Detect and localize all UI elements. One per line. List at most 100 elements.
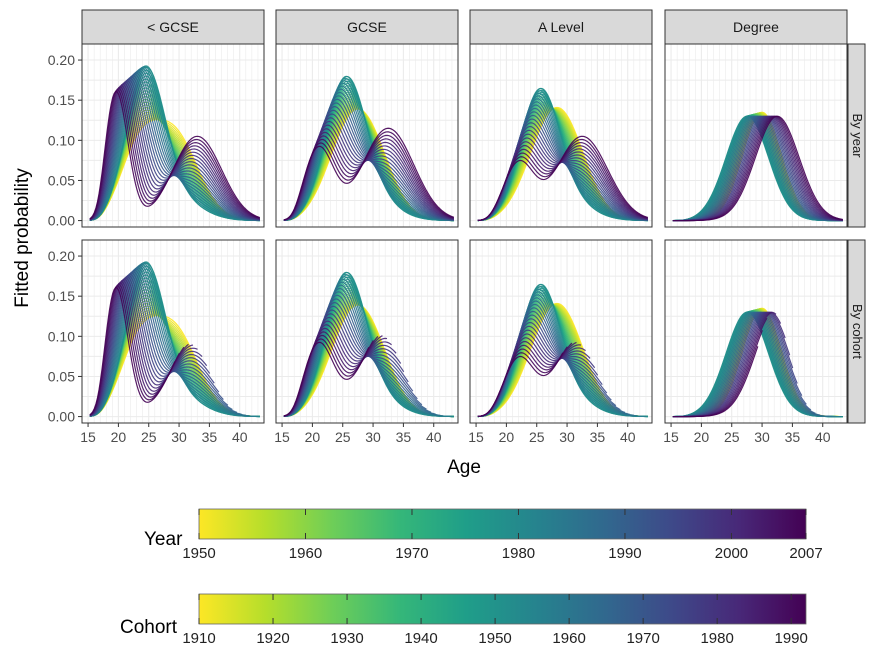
- panel-border: [275, 43, 459, 228]
- colorbar-tick-label: 1980: [502, 545, 535, 562]
- y-tick-label: 0.05: [48, 172, 75, 188]
- fitted-curve: [89, 274, 215, 417]
- curve-family: [672, 111, 843, 222]
- panel-border: [81, 43, 265, 228]
- x-axis-title: Age: [447, 457, 481, 478]
- year-legend-title: Year: [144, 529, 183, 550]
- y-tick-label: 0.20: [48, 248, 75, 264]
- fitted-curve: [672, 346, 759, 418]
- fitted-curve: [89, 286, 176, 416]
- column-strip-label: GCSE: [347, 19, 387, 35]
- fitted-curve: [89, 279, 198, 417]
- curve-family: [89, 261, 260, 418]
- x-tick-label: 20: [305, 429, 321, 445]
- y-tick-label: 0.00: [48, 213, 75, 229]
- panel-border: [469, 43, 653, 228]
- colorbar-tick-label: 1930: [330, 630, 363, 647]
- colorbar-tick-label: 1960: [289, 545, 322, 562]
- fitted-curve: [89, 269, 233, 417]
- colorbar-tick-label: 1990: [775, 630, 808, 647]
- fitted-curve: [89, 267, 242, 417]
- x-tick-label: 15: [663, 429, 679, 445]
- fitted-curve: [89, 277, 208, 417]
- x-tick-label: 25: [724, 429, 740, 445]
- x-tick-label: 35: [590, 429, 606, 445]
- fitted-curve: [89, 81, 260, 221]
- x-tick-label: 30: [559, 429, 575, 445]
- x-tick-label: 25: [141, 429, 157, 445]
- colorbar-tick-label: 1970: [626, 630, 659, 647]
- row-strip-label: By cohort: [850, 304, 865, 359]
- colorbar-tick-label: 1990: [608, 545, 641, 562]
- fitted-curve: [89, 78, 260, 221]
- panel-border: [664, 43, 848, 228]
- colorbar-tick-label: 1920: [256, 630, 289, 647]
- fitted-curve: [672, 115, 843, 222]
- fitted-curve: [89, 262, 259, 418]
- x-tick-label: 35: [785, 429, 801, 445]
- y-tick-label: 0.00: [48, 409, 75, 425]
- panel-border: [81, 239, 265, 424]
- fitted-curve: [89, 273, 220, 417]
- row-strip: [847, 239, 866, 424]
- fitted-curve: [89, 276, 211, 417]
- fitted-curve: [89, 80, 260, 221]
- column-strip-label: A Level: [538, 19, 584, 35]
- y-tick-label: 0.15: [48, 288, 75, 304]
- x-tick-label: 25: [335, 429, 351, 445]
- curve-family: [89, 65, 260, 222]
- fitted-curve: [89, 265, 247, 417]
- x-tick-label: 40: [232, 429, 248, 445]
- colorbar-tick-label: 1950: [182, 545, 215, 562]
- fitted-curve: [477, 135, 648, 221]
- column-strip: [81, 9, 265, 45]
- curve-family: [283, 75, 454, 222]
- x-tick-label: 40: [426, 429, 442, 445]
- curve-family: [283, 271, 454, 418]
- fitted-curve: [283, 341, 370, 417]
- cohort-colorbar: [198, 593, 807, 625]
- y-tick-label: 0.10: [48, 328, 75, 344]
- fitted-curve: [283, 127, 454, 221]
- y-tick-label: 0.05: [48, 368, 75, 384]
- row-strip: [847, 43, 866, 228]
- fitted-curve: [89, 278, 203, 417]
- x-tick-label: 30: [754, 429, 770, 445]
- colorbar-tick-label: 1960: [552, 630, 585, 647]
- x-tick-label: 25: [529, 429, 545, 445]
- x-tick-label: 35: [202, 429, 218, 445]
- year-colorbar-legend: Year 1950 1960 1970 1980 1990 2000 2007: [144, 508, 823, 562]
- panel-border: [469, 239, 653, 424]
- fitted-curve: [89, 263, 254, 417]
- column-strip-label: < GCSE: [147, 19, 199, 35]
- curve-family: [672, 307, 843, 418]
- x-tick-label: 30: [365, 429, 381, 445]
- x-tick-label: 15: [468, 429, 484, 445]
- fitted-curve: [89, 268, 238, 417]
- x-tick-label: 35: [396, 429, 412, 445]
- fitted-curve: [89, 264, 250, 417]
- colorbar-tick-label: 1910: [182, 630, 215, 647]
- fitted-curve: [477, 352, 564, 417]
- x-tick-label: 15: [274, 429, 290, 445]
- row-strip-label: By year: [850, 113, 865, 158]
- curve-family: [477, 283, 648, 418]
- x-tick-label: 40: [815, 429, 831, 445]
- x-tick-label: 20: [499, 429, 515, 445]
- year-colorbar: [198, 508, 807, 540]
- fitted-curve: [89, 77, 260, 221]
- colorbar-tick-label: 2007: [789, 545, 822, 562]
- fitted-curve: [89, 90, 260, 220]
- colorbar-tick-label: 1980: [700, 630, 733, 647]
- y-tick-label: 0.20: [48, 52, 75, 68]
- cohort-legend-title: Cohort: [120, 617, 178, 638]
- column-strip: [664, 9, 848, 45]
- column-strip-label: Degree: [733, 19, 779, 35]
- y-axis-title: Fitted probability: [12, 168, 33, 308]
- x-tick-label: 20: [111, 429, 127, 445]
- y-tick-label: 0.10: [48, 132, 75, 148]
- panel-border: [275, 239, 459, 424]
- colorbar-tick-label: 1940: [404, 630, 437, 647]
- fitted-curve: [89, 76, 260, 221]
